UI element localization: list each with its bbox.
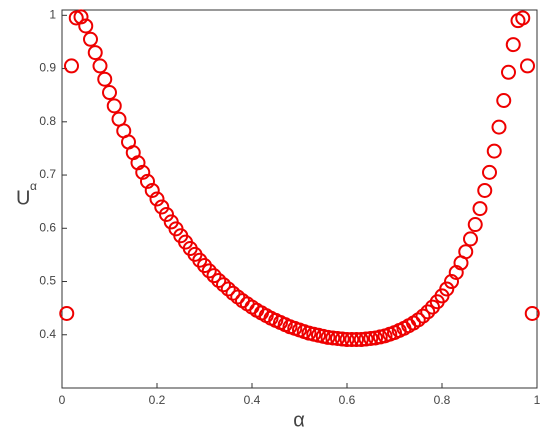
x-tick-label: 0.4 — [244, 393, 261, 407]
point — [325, 330, 341, 346]
point — [491, 119, 507, 135]
x-tick-label: 0.8 — [434, 393, 451, 407]
y-tick-label: 0.8 — [39, 114, 56, 128]
point — [140, 173, 155, 189]
point — [330, 330, 345, 346]
y-tick-label: 0.4 — [39, 327, 56, 341]
point — [97, 71, 113, 87]
point — [154, 199, 170, 215]
x-tick-label: 0.6 — [339, 393, 356, 407]
point — [496, 93, 512, 109]
point — [64, 58, 79, 74]
point — [135, 164, 151, 180]
y-tick-label: 0.7 — [39, 167, 56, 181]
point — [472, 201, 488, 217]
point — [524, 305, 540, 321]
plot-frame — [61, 9, 538, 389]
point — [92, 58, 108, 74]
point — [83, 31, 98, 47]
point — [410, 312, 426, 328]
point — [344, 332, 360, 348]
point — [505, 37, 521, 53]
point — [225, 285, 241, 301]
y-tick-label: 0.9 — [39, 61, 56, 75]
point — [78, 18, 94, 34]
y-axis-label-sup: α — [30, 179, 37, 193]
point — [463, 231, 478, 247]
point — [477, 182, 493, 198]
point — [444, 274, 459, 290]
point — [458, 244, 474, 260]
point — [159, 206, 174, 222]
point — [353, 332, 369, 348]
point — [102, 85, 117, 101]
x-tick-label: 1 — [534, 393, 541, 407]
point — [216, 277, 231, 293]
point — [220, 281, 236, 297]
point — [439, 281, 455, 297]
point — [482, 164, 497, 180]
point — [59, 305, 75, 321]
point — [230, 289, 246, 305]
x-tick-label: 0.2 — [149, 393, 166, 407]
point — [520, 58, 535, 74]
point — [420, 304, 436, 320]
point — [106, 98, 122, 114]
y-axis-label: U — [16, 187, 30, 209]
point — [501, 64, 516, 80]
point — [363, 330, 379, 346]
point — [349, 332, 364, 348]
point — [358, 331, 374, 347]
y-tick-label: 0.6 — [39, 220, 56, 234]
y-tick-label: 1 — [49, 7, 56, 21]
point — [486, 143, 502, 159]
point — [320, 329, 336, 345]
point — [515, 10, 531, 26]
point — [339, 332, 355, 348]
x-axis-label: α — [293, 409, 305, 431]
y-tick-label: 0.5 — [39, 274, 56, 288]
point — [73, 9, 89, 25]
point — [334, 331, 350, 347]
point — [415, 308, 431, 324]
point — [87, 45, 103, 61]
point — [206, 268, 222, 284]
x-tick-label: 0 — [59, 393, 66, 407]
point — [144, 182, 160, 198]
point — [467, 217, 483, 233]
point — [149, 191, 165, 207]
point — [201, 263, 217, 279]
point — [211, 272, 227, 288]
